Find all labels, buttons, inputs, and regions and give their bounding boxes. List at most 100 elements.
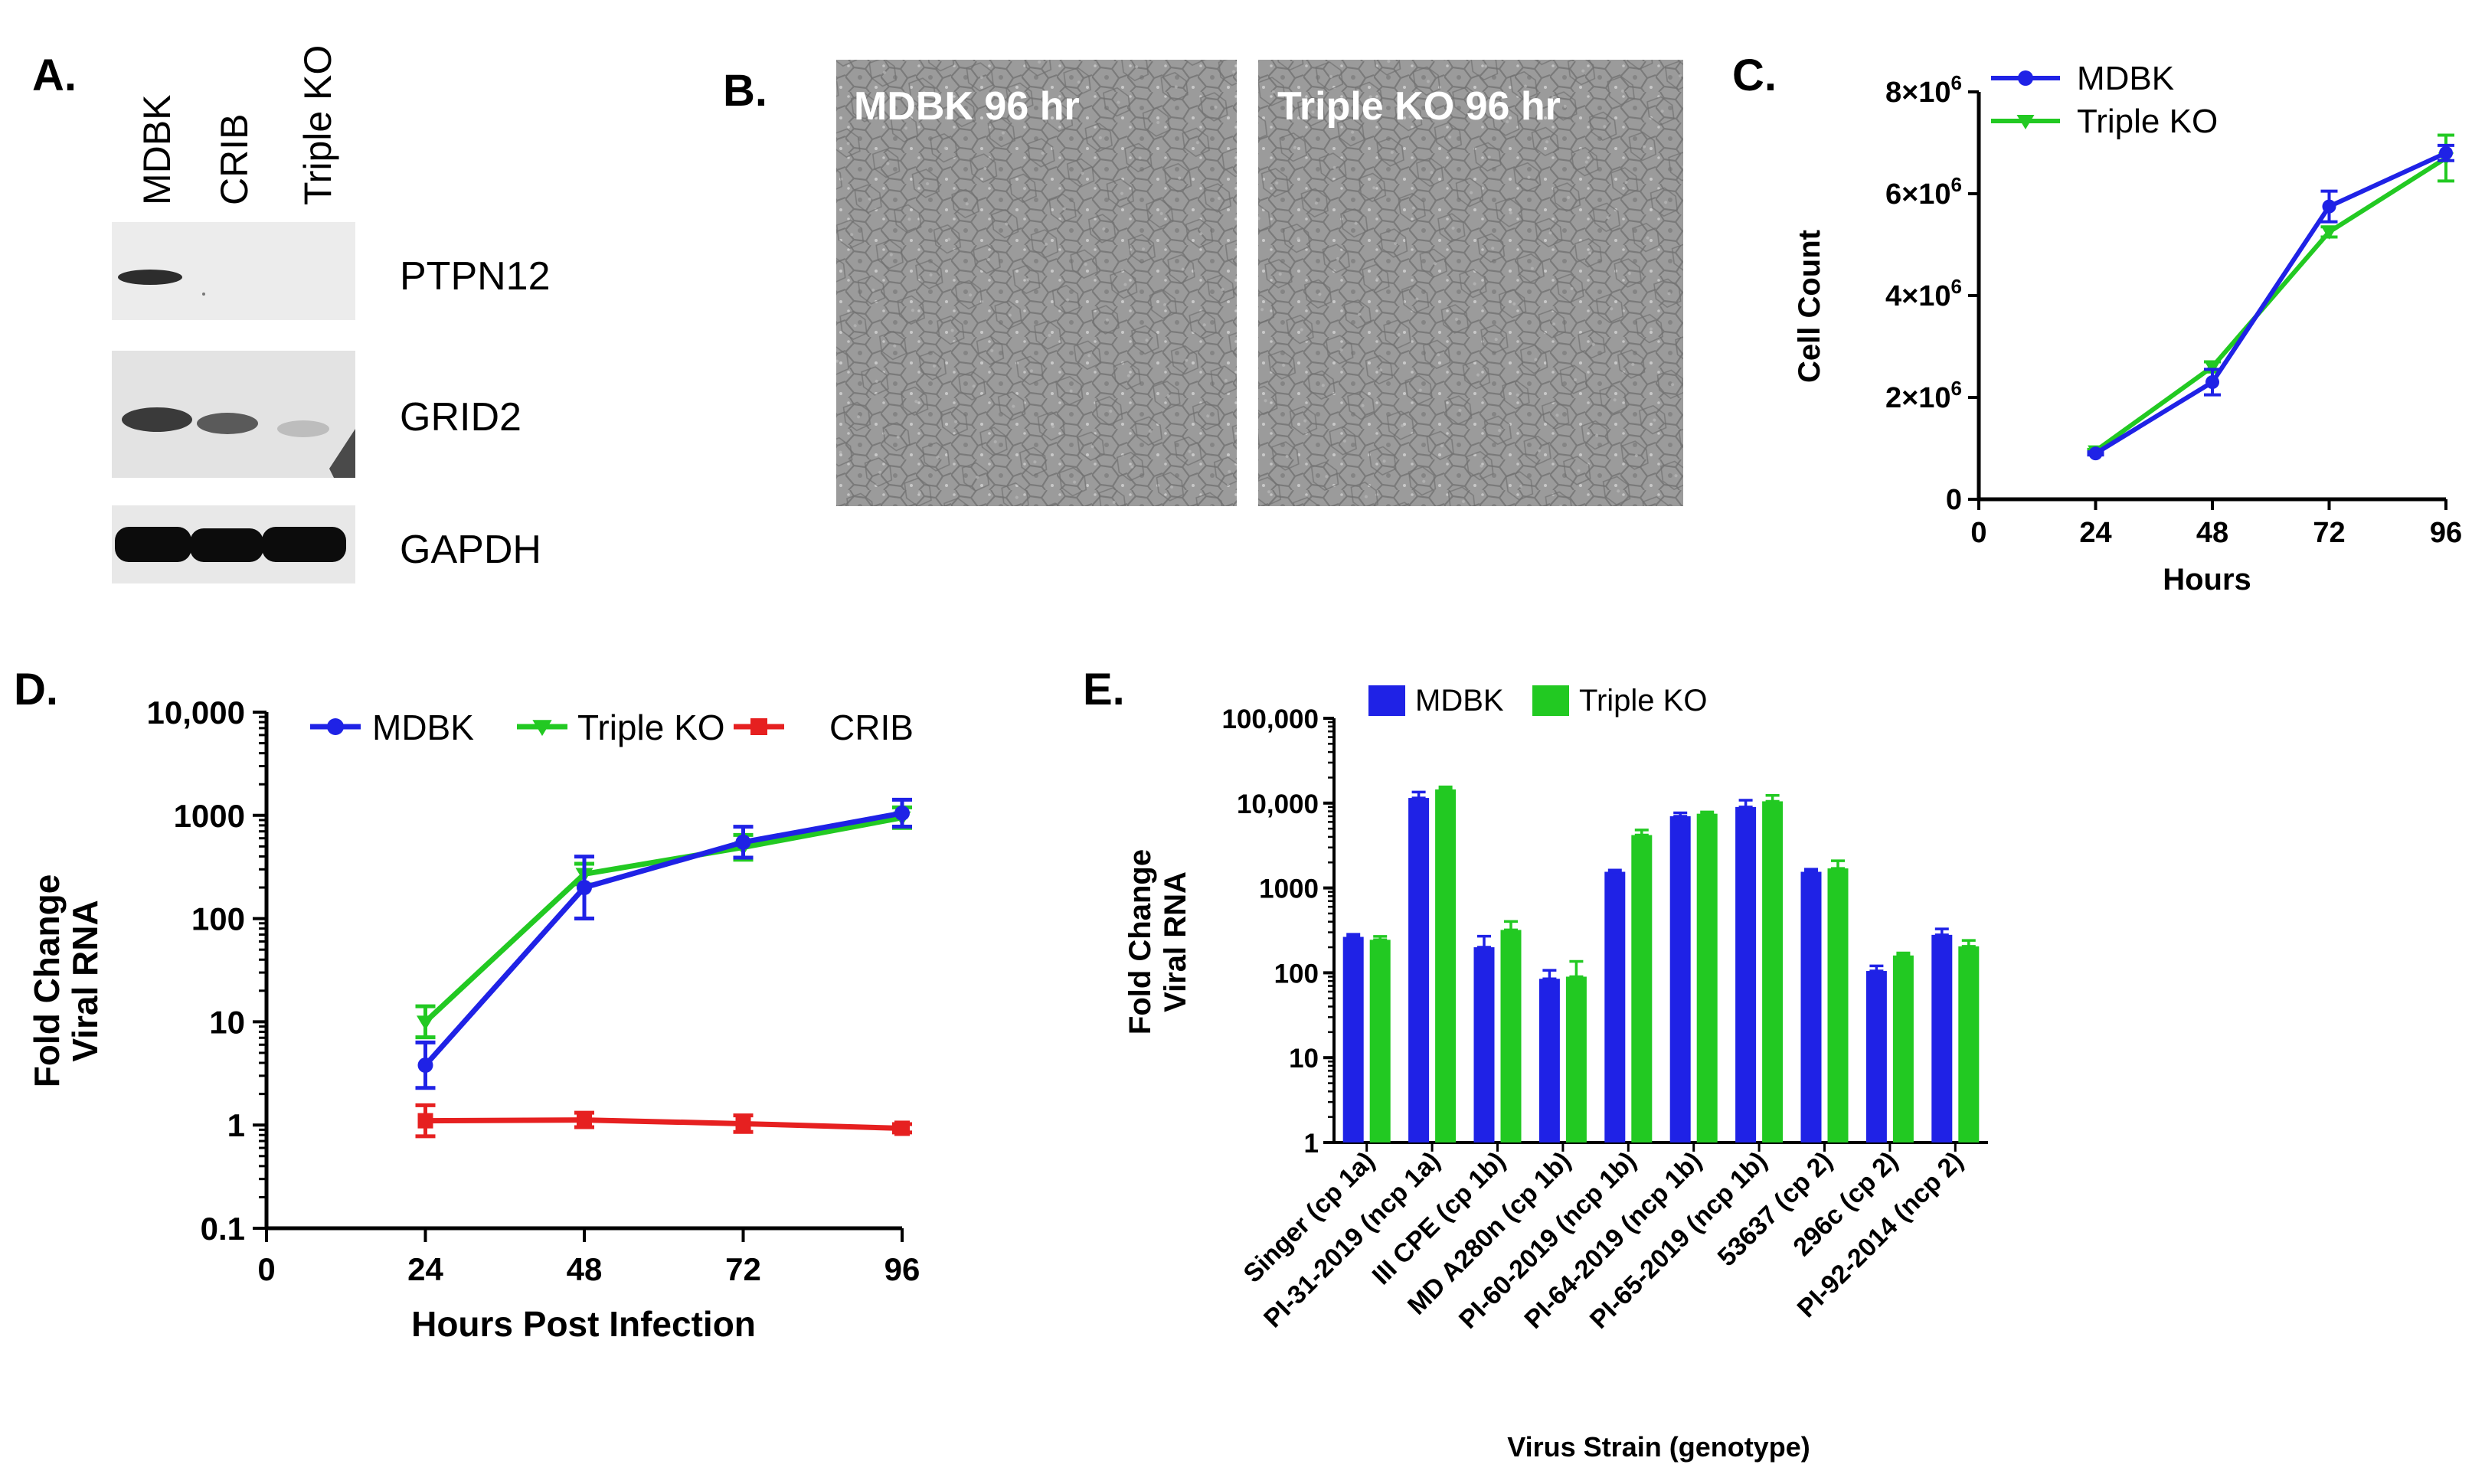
error-bar xyxy=(1831,859,1845,870)
y-axis-label-line1: Fold Change xyxy=(1123,849,1157,1035)
bar xyxy=(1865,971,1887,1142)
bar xyxy=(1762,801,1784,1142)
bar xyxy=(1408,798,1430,1142)
data-point xyxy=(894,805,910,821)
lane-label-mdbk: MDBK xyxy=(136,95,178,205)
y-tick-label: 2×106 xyxy=(1885,377,1962,414)
bar xyxy=(1473,947,1495,1142)
error-bar xyxy=(1934,927,1949,936)
y-axis-label-line1: Fold Change xyxy=(27,874,67,1088)
data-point xyxy=(2322,199,2336,214)
series-line xyxy=(423,810,903,1067)
bar xyxy=(1435,789,1457,1142)
data-point xyxy=(417,1113,433,1129)
y-tick-label: 6×106 xyxy=(1885,173,1962,211)
error-bar xyxy=(1961,939,1976,948)
lane-label-crib: CRIB xyxy=(213,114,256,205)
error-bar xyxy=(1373,935,1388,942)
bar xyxy=(1827,868,1849,1142)
band-grid2-crib xyxy=(197,413,258,434)
y-tick-label: 1000 xyxy=(174,798,245,834)
band-label-grid2: GRID2 xyxy=(400,395,522,440)
x-axis-label: Hours xyxy=(2163,563,2251,597)
y-tick-label: 10 xyxy=(209,1004,245,1040)
error-bar xyxy=(1477,934,1491,949)
error-bar xyxy=(1569,959,1584,979)
band-grid2-triple-ko xyxy=(277,420,329,437)
error-bar xyxy=(1869,964,1884,972)
data-point xyxy=(417,1057,433,1074)
x-axis-label: Virus Strain (genotype) xyxy=(1507,1431,1810,1463)
panel-d-letter: D. xyxy=(14,665,58,714)
data-point xyxy=(577,1112,592,1128)
series-line xyxy=(2094,155,2447,453)
y-tick-label: 10,000 xyxy=(1237,789,1319,819)
panel-a: A. MDBK CRIB Triple KO PTPN12 GRID2 GAPD… xyxy=(32,45,551,583)
y-tick-label: 100,000 xyxy=(1221,704,1319,734)
bar xyxy=(1538,979,1560,1142)
series-line xyxy=(2094,151,2447,456)
bar xyxy=(1631,835,1653,1142)
legend-label: Triple KO xyxy=(577,708,725,747)
legend-label: MDBK xyxy=(372,708,474,747)
band-gapdh-mdbk xyxy=(115,527,191,562)
bar xyxy=(1369,940,1391,1142)
micrograph-triple-ko-overlay xyxy=(1258,60,1683,506)
band-ptpn12-mdbk xyxy=(118,270,182,285)
bar xyxy=(1565,976,1587,1142)
error-bar xyxy=(1634,829,1649,837)
band-grid2-mdbk xyxy=(122,407,192,432)
bar xyxy=(1892,955,1914,1142)
error-bar xyxy=(1607,868,1622,874)
data-point xyxy=(577,880,592,896)
y-tick-label: 100 xyxy=(1274,959,1319,989)
y-tick-label: 1000 xyxy=(1259,874,1319,904)
y-axis-label: Cell Count xyxy=(1793,230,1826,383)
micrograph-label-mdbk: MDBK 96 hr xyxy=(854,84,1080,129)
legend-marker xyxy=(2016,115,2035,129)
series-line xyxy=(425,1117,903,1131)
x-tick-label: 24 xyxy=(2079,517,2111,549)
bar xyxy=(1669,816,1691,1142)
legend-label: MDBK xyxy=(2077,60,2174,97)
band-label-gapdh: GAPDH xyxy=(400,528,541,572)
error-bar xyxy=(1438,785,1453,791)
micrograph-mdbk-overlay xyxy=(836,60,1237,506)
data-point xyxy=(894,1120,910,1136)
legend-marker xyxy=(750,718,767,735)
error-bar xyxy=(1804,868,1818,874)
panel-e-chart: E. Fold Change Viral RNA Virus Strain (g… xyxy=(1083,665,1988,1463)
y-tick-label: 0.1 xyxy=(201,1211,245,1247)
legend-marker xyxy=(532,720,552,737)
panel-c-letter: C. xyxy=(1732,51,1777,100)
bar xyxy=(1604,871,1626,1142)
bar xyxy=(1958,946,1980,1142)
legend-swatch xyxy=(1368,685,1405,716)
legend-swatch xyxy=(1532,685,1569,716)
blot-smear xyxy=(329,429,355,478)
y-tick-label: 10 xyxy=(1289,1044,1319,1074)
error-bar xyxy=(1542,969,1557,980)
legend-label: Triple KO xyxy=(2077,103,2218,140)
data-point xyxy=(2321,226,2337,240)
panel-d-chart: D. Fold Change Viral RNA Hours Post Infe… xyxy=(14,665,920,1344)
y-axis-label-line2: Viral RNA xyxy=(65,900,105,1061)
series-line xyxy=(423,815,903,1024)
y-tick-label: 1 xyxy=(227,1107,245,1143)
error-bar xyxy=(1673,811,1688,818)
bar xyxy=(1696,813,1718,1142)
micrograph-label-triple-ko: Triple KO 96 hr xyxy=(1277,84,1561,129)
data-point xyxy=(2205,375,2219,390)
x-tick-label: 48 xyxy=(567,1251,603,1287)
y-tick-label: 10,000 xyxy=(147,695,245,731)
panel-b: B. MDBK 96 hr Triple KO 96 hr xyxy=(723,60,1683,506)
x-tick-label: 24 xyxy=(407,1251,443,1287)
y-tick-label: 4×106 xyxy=(1885,275,1962,312)
data-point xyxy=(735,834,751,850)
error-bar xyxy=(1765,793,1780,803)
x-tick-label: 48 xyxy=(2196,517,2228,549)
x-tick-label: 0 xyxy=(257,1251,275,1287)
data-point xyxy=(2439,145,2453,160)
speck xyxy=(202,293,205,296)
